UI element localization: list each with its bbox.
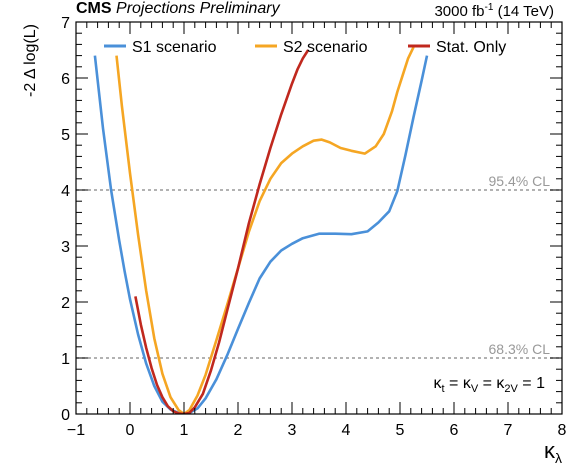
x-tick-label: 8 xyxy=(558,422,567,439)
plot-header-left: CMS Projections Preliminary xyxy=(76,0,280,18)
y-tick-label: 0 xyxy=(61,407,70,424)
experiment-label: CMS xyxy=(76,0,112,17)
luminosity-prefix: 3000 fb xyxy=(434,3,485,20)
coupling-annotation: κt = κV = κ2V = 1 xyxy=(434,375,546,395)
x-tick-label: 0 xyxy=(126,422,135,439)
legend-label-1: S2 scenario xyxy=(283,39,368,56)
series-line-1 xyxy=(115,46,415,414)
luminosity-exponent: -1 xyxy=(484,2,494,13)
x-tick-label: 1 xyxy=(180,422,189,439)
x-axis-label: κλ xyxy=(544,438,562,464)
legend-label-0: S1 scenario xyxy=(132,39,217,56)
y-tick-label: 6 xyxy=(61,71,70,88)
x-tick-label: 6 xyxy=(450,422,459,439)
plot-frame xyxy=(75,21,563,415)
y-tick-label: 2 xyxy=(61,295,70,312)
series-line-2 xyxy=(134,49,310,414)
x-tick-label: 7 xyxy=(504,422,513,439)
x-tick-label: −1 xyxy=(67,422,85,439)
x-tick-label: 4 xyxy=(342,422,351,439)
reference-line-label-1: 68.3% CL xyxy=(489,341,551,357)
y-tick-label: 4 xyxy=(61,183,70,200)
x-tick-label: 2 xyxy=(234,422,243,439)
x-tick-label: 5 xyxy=(396,422,405,439)
y-tick-label: 3 xyxy=(61,239,70,256)
series-line-0 xyxy=(93,55,429,414)
y-tick-label: 7 xyxy=(61,15,70,32)
luminosity-label: 3000 fb-1 (14 TeV) xyxy=(434,2,554,20)
status-label: Projections Preliminary xyxy=(116,0,280,17)
energy-label: (14 TeV) xyxy=(497,3,554,20)
y-tick-label: 5 xyxy=(61,127,70,144)
y-tick-label: 1 xyxy=(61,351,70,368)
legend-label-2: Stat. Only xyxy=(436,39,506,56)
y-axis-label: -2 Δ log(L) xyxy=(22,24,39,97)
x-tick-label: 3 xyxy=(288,422,297,439)
reference-line-label-0: 95.4% CL xyxy=(489,173,551,189)
